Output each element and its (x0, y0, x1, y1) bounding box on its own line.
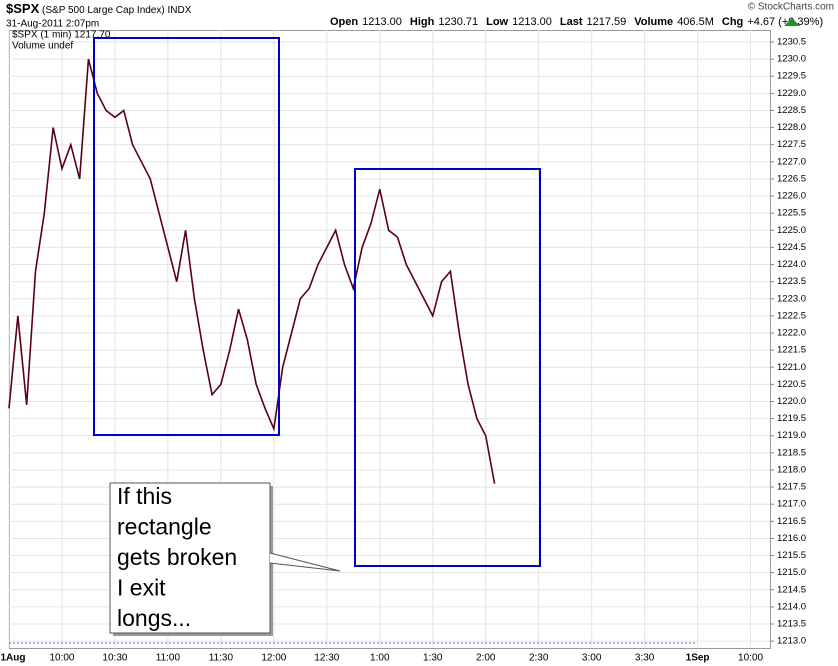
callout-pointer (269, 552, 341, 572)
y-tick-label: 1225.5 (777, 208, 806, 219)
y-tick-label: 1219.5 (777, 413, 806, 424)
index-name: (S&P 500 Large Cap Index) (42, 5, 165, 16)
y-tick-label: 1223.0 (777, 293, 806, 304)
x-tick-label: 1:00 (370, 653, 390, 664)
y-tick-label: 1228.0 (777, 122, 806, 133)
y-tick-label: 1215.0 (777, 567, 806, 578)
y-tick-label: 1214.5 (777, 584, 806, 595)
y-tick-label: 1227.5 (777, 139, 806, 150)
y-tick-label: 1227.0 (777, 156, 806, 167)
x-tick-label: 1:30 (423, 653, 443, 664)
y-tick-label: 1220.5 (777, 379, 806, 390)
annotation-line: If this (117, 483, 172, 509)
legend-price: $SPX (1 min) 1217.70 (12, 30, 111, 41)
legend-volume: Volume undef (12, 41, 73, 52)
y-tick-label: 1213.0 (777, 636, 806, 647)
annotation-line: longs... (117, 605, 191, 631)
stat-value: 1213.00 (512, 16, 552, 28)
y-tick-label: 1222.0 (777, 328, 806, 339)
x-tick-label: 3:00 (582, 653, 602, 664)
x-tick-label: 12:30 (314, 653, 339, 664)
range-rectangle (93, 37, 280, 436)
x-tick-label: 11:30 (209, 653, 234, 664)
stat-value: +4.67 (+0.39%) (747, 16, 823, 28)
y-tick-label: 1226.5 (777, 173, 806, 184)
y-tick-label: 1225.0 (777, 225, 806, 236)
x-tick-label: 2:30 (529, 653, 549, 664)
stat-value: 1217.59 (587, 16, 627, 28)
chg-arrow (784, 18, 800, 26)
y-tick-label: 1216.0 (777, 533, 806, 544)
y-tick-label: 1218.5 (777, 447, 806, 458)
stat-label: Low (486, 16, 508, 28)
y-tick-label: 1223.5 (777, 276, 806, 287)
y-tick-label: 1220.0 (777, 396, 806, 407)
annotation-line: rectangle (117, 514, 212, 540)
date: 31-Aug-2011 2:07pm (6, 19, 99, 30)
stat-label: Open (330, 16, 358, 28)
x-tick-label: 12:00 (261, 653, 286, 664)
annotation-line: gets broken (117, 544, 237, 570)
exchange: INDX (167, 5, 191, 16)
stat-label: High (410, 16, 435, 28)
stat-value: 1230.71 (438, 16, 478, 28)
stats: Open 1213.00 High 1230.71 Low 1213.00 Last 1217… (330, 16, 823, 28)
x-tick-label: 1Sep (686, 653, 710, 664)
header-title: $SPX (S&P 500 Large Cap Index) INDX (6, 1, 192, 16)
y-tick-label: 1229.0 (777, 88, 806, 99)
annotation-line: I exit (117, 575, 166, 601)
y-tick-label: 1221.0 (777, 362, 806, 373)
y-tick-label: 1217.5 (777, 482, 806, 493)
price-line (8, 58, 496, 484)
y-tick-label: 1230.0 (777, 54, 806, 65)
y-tick-label: 1229.5 (777, 71, 806, 82)
y-tick-label: 1219.0 (777, 430, 806, 441)
credit: © StockCharts.com (748, 2, 834, 13)
y-tick-label: 1222.5 (777, 310, 806, 321)
stat-value: 406.5M (677, 16, 714, 28)
y-tick-label: 1215.5 (777, 550, 806, 561)
y-tick-label: 1230.5 (777, 36, 806, 47)
y-tick-label: 1226.0 (777, 191, 806, 202)
y-tick-label: 1216.5 (777, 516, 806, 527)
y-tick-label: 1214.0 (777, 601, 806, 612)
x-tick-label: 10:00 (49, 653, 74, 664)
x-tick-label: 10:00 (738, 653, 763, 664)
stat-label: Chg (722, 16, 743, 28)
x-tick-label: 1Aug (1, 653, 26, 664)
y-tick-label: 1221.5 (777, 345, 806, 356)
y-tick-label: 1224.5 (777, 242, 806, 253)
stat-label: Volume (634, 16, 673, 28)
range-rectangle (354, 168, 541, 567)
y-tick-label: 1228.5 (777, 105, 806, 116)
y-tick-label: 1218.0 (777, 464, 806, 475)
x-tick-label: 11:00 (156, 653, 181, 664)
y-tick-label: 1224.0 (777, 259, 806, 270)
x-tick-label: 10:30 (102, 653, 127, 664)
symbol: $SPX (6, 1, 40, 16)
y-tick-label: 1217.0 (777, 499, 806, 510)
y-tick-label: 1213.5 (777, 619, 806, 630)
x-tick-label: 2:00 (476, 653, 496, 664)
stat-label: Last (560, 16, 583, 28)
stat-value: 1213.00 (362, 16, 402, 28)
x-tick-label: 3:30 (635, 653, 655, 664)
